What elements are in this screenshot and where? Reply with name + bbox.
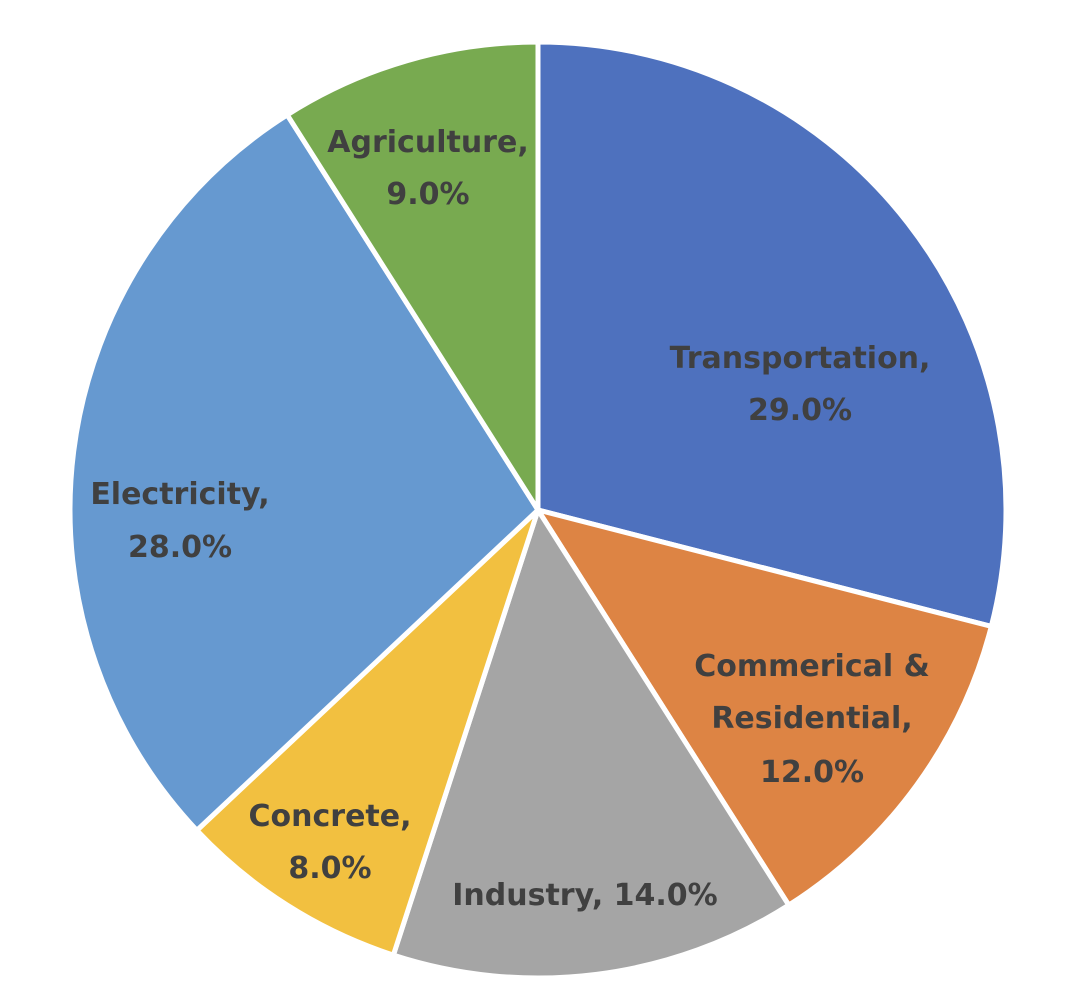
- slice-industry: [390, 507, 792, 981]
- label-concrete: Concrete, 8.0%: [249, 799, 412, 886]
- label-commercial-name-1: Commerical &: [694, 649, 930, 684]
- label-electricity: Electricity, 28.0%: [90, 477, 269, 565]
- label-agriculture-name: Agriculture,: [327, 125, 528, 160]
- label-commercial-residential: Commerical & Residential, 12.0%: [694, 649, 930, 790]
- label-transportation-name: Transportation,: [670, 341, 931, 376]
- label-electricity-name: Electricity,: [90, 477, 269, 512]
- label-electricity-value: 28.0%: [128, 530, 232, 565]
- slice-electricity: [67, 112, 541, 833]
- label-commercial-value: 12.0%: [760, 755, 864, 790]
- slice-commerical-residential: [535, 507, 994, 908]
- pie-slices: [67, 39, 1009, 981]
- label-commercial-name-2: Residential,: [711, 701, 912, 736]
- label-agriculture: Agriculture, 9.0%: [327, 125, 528, 212]
- slice-transportation: [535, 39, 1009, 629]
- slice-agriculture: [284, 39, 541, 513]
- label-concrete-name: Concrete,: [249, 799, 412, 834]
- label-industry: Industry, 14.0%: [452, 878, 718, 913]
- label-agriculture-value: 9.0%: [386, 177, 469, 212]
- label-transportation: Transportation, 29.0%: [670, 341, 931, 428]
- label-transportation-value: 29.0%: [748, 393, 852, 428]
- label-industry-text: Industry, 14.0%: [452, 878, 718, 913]
- label-concrete-value: 8.0%: [288, 851, 371, 886]
- slice-concrete: [194, 507, 541, 958]
